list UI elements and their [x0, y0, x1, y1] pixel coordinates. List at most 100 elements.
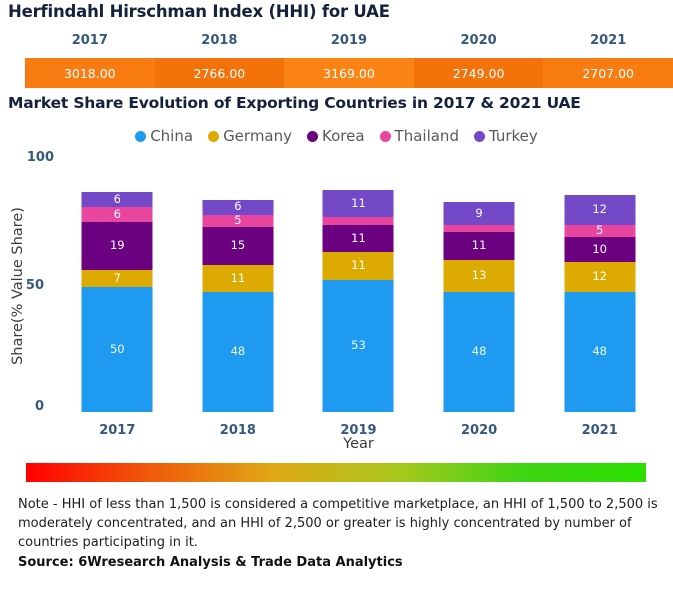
bar-segment-label: 50 [109, 341, 125, 356]
x-axis-label-2017: 2017 [99, 423, 136, 438]
bar-group-2017: 50 7 19 6 6 2017 [57, 162, 178, 438]
bar-segment-germany-2017[interactable]: 7 [81, 269, 153, 287]
legend-label: China [150, 127, 194, 145]
hhi-value-2021: 2707.00 [543, 58, 673, 88]
bar-segment-label: 9 [475, 205, 483, 220]
bar-segment-thailand-2021[interactable]: 5 [564, 224, 636, 237]
bar-segment-label: 7 [113, 270, 121, 285]
legend-swatch-icon-thailand [379, 130, 391, 142]
hhi-year-header-2019: 2019 [330, 33, 368, 48]
chart-legend: China Germany Korea Thailand Turkey [0, 127, 673, 145]
bar-segment-thailand-2018[interactable]: 5 [202, 214, 274, 227]
x-axis-label-2018: 2018 [219, 423, 256, 438]
bar-segment-korea-2020[interactable]: 11 [443, 232, 515, 260]
y-axis-tick-50: 50 [25, 278, 44, 293]
bar-segment-label: 19 [109, 238, 125, 252]
source-text: Source: 6Wresearch Analysis & Trade Data… [18, 555, 403, 570]
bar-segment-korea-2017[interactable]: 19 [81, 222, 153, 270]
bar-segment-label: 11 [351, 258, 366, 272]
concentration-gradient-scale [26, 463, 646, 482]
legend-item-korea[interactable]: Korea [307, 127, 365, 145]
bar-segment-label: 11 [230, 270, 246, 285]
bar-segment-label: 15 [230, 238, 246, 252]
bar-segment-label: 10 [592, 241, 607, 256]
bar-group-2020: 48 13 11 9 2020 [419, 162, 540, 438]
bar-segment-label: 53 [351, 338, 366, 352]
legend-swatch-icon-turkey [473, 130, 485, 142]
bar-segment-turkey-2017[interactable]: 6 [81, 192, 153, 207]
note-text: Note - HHI of less than 1,500 is conside… [18, 497, 658, 551]
legend-swatch-icon-china [135, 130, 147, 142]
page-title: Herfindahl Hirschman Index (HHI) for UAE [8, 2, 390, 21]
bar-segment-label: 11 [351, 230, 366, 245]
bar-segment-china-2017[interactable]: 50 [81, 287, 153, 412]
bar-stack-2019[interactable]: 53 11 11 11 [322, 189, 394, 412]
bar-group-2021: 48 12 10 5 12 2021 [539, 162, 660, 438]
bar-segment-turkey-2021[interactable]: 12 [564, 194, 636, 225]
bar-segment-thailand-2020[interactable] [443, 224, 515, 232]
bar-segment-label: 12 [592, 201, 607, 216]
bar-segment-korea-2018[interactable]: 15 [202, 227, 274, 265]
bar-segment-label: 48 [471, 344, 487, 359]
legend-item-china[interactable]: China [135, 127, 193, 145]
bar-group-2018: 48 11 15 5 6 2018 [178, 162, 299, 438]
bar-segment-germany-2020[interactable]: 13 [443, 259, 515, 292]
x-axis-label-2019: 2019 [340, 423, 377, 438]
bar-segment-label: 6 [234, 199, 242, 214]
bar-segment-germany-2019[interactable]: 11 [322, 252, 394, 280]
legend-item-turkey[interactable]: Turkey [473, 127, 538, 145]
bar-segment-label: 13 [471, 268, 487, 282]
bar-segment-china-2018[interactable]: 48 [202, 292, 274, 412]
legend-label: Korea [322, 127, 365, 145]
bar-segment-china-2020[interactable]: 48 [443, 292, 515, 412]
legend-label: Germany [223, 127, 293, 145]
bar-group-2019: 53 11 11 11 2019 [298, 162, 419, 438]
bar-segment-thailand-2017[interactable]: 6 [81, 207, 153, 222]
hhi-year-header-2018: 2018 [201, 33, 238, 48]
bar-segment-turkey-2018[interactable]: 6 [202, 199, 274, 215]
hhi-year-header-row: 2017 2018 2019 2020 2021 [25, 33, 673, 48]
bar-segment-turkey-2020[interactable]: 9 [443, 202, 515, 225]
legend-label: Turkey [488, 127, 538, 145]
y-axis-tick-0: 0 [34, 399, 44, 414]
hhi-value-2017: 3018.00 [25, 58, 155, 88]
hhi-value-bar: 3018.00 2766.00 3169.00 2749.00 2707.00 [25, 58, 673, 88]
bar-segment-label: 48 [230, 344, 246, 359]
chart-title: Market Share Evolution of Exporting Coun… [8, 94, 581, 112]
bar-segment-turkey-2019[interactable]: 11 [322, 189, 394, 217]
legend-swatch-icon-korea [307, 130, 319, 142]
bar-segment-thailand-2019[interactable] [322, 217, 394, 225]
bar-segment-label: 6 [113, 192, 121, 206]
x-axis-label-2021: 2021 [581, 423, 618, 438]
bar-segment-label: 5 [596, 224, 604, 237]
legend-item-germany[interactable]: Germany [208, 127, 292, 145]
hhi-year-header-2021: 2021 [590, 33, 627, 48]
bar-segment-germany-2018[interactable]: 11 [202, 264, 274, 292]
bar-segment-korea-2019[interactable]: 11 [322, 224, 394, 252]
hhi-value-2018: 2766.00 [154, 58, 285, 88]
y-axis-tick-100: 100 [26, 150, 54, 165]
bar-segment-china-2021[interactable]: 48 [564, 292, 636, 412]
bar-stack-2020[interactable]: 48 13 11 9 [443, 202, 515, 412]
legend-label: Thailand [394, 127, 459, 145]
bar-segment-label: 6 [113, 207, 121, 221]
legend-swatch-icon-germany [208, 130, 220, 142]
hhi-year-header-2017: 2017 [71, 33, 108, 48]
x-axis-label-2020: 2020 [460, 423, 498, 438]
bar-stack-2018[interactable]: 48 11 15 5 6 [202, 199, 274, 412]
bar-segment-korea-2021[interactable]: 10 [564, 237, 636, 262]
chart-plot-area: Share(% Value Share) 100 50 0 50 7 19 6 6 201… [0, 150, 673, 452]
hhi-year-header-2020: 2020 [460, 33, 497, 48]
bar-segment-china-2019[interactable]: 53 [322, 279, 394, 412]
bar-segment-label: 48 [592, 344, 607, 359]
bar-stack-2017[interactable]: 50 7 19 6 6 [81, 192, 153, 412]
legend-item-thailand[interactable]: Thailand [379, 127, 459, 145]
bar-segment-label: 12 [592, 269, 607, 284]
bar-stack-2021[interactable]: 48 12 10 5 12 [564, 194, 636, 412]
bar-segment-label: 11 [471, 238, 487, 252]
x-axis-title: Year [343, 436, 374, 452]
hhi-value-2020: 2749.00 [413, 58, 544, 88]
bar-segment-germany-2021[interactable]: 12 [564, 262, 636, 292]
stacked-bar-series: 50 7 19 6 6 2017 48 11 15 5 6 2018 53 11 11 11 2019 48 13 1… [57, 162, 660, 438]
hhi-value-2019: 3169.00 [284, 58, 414, 88]
